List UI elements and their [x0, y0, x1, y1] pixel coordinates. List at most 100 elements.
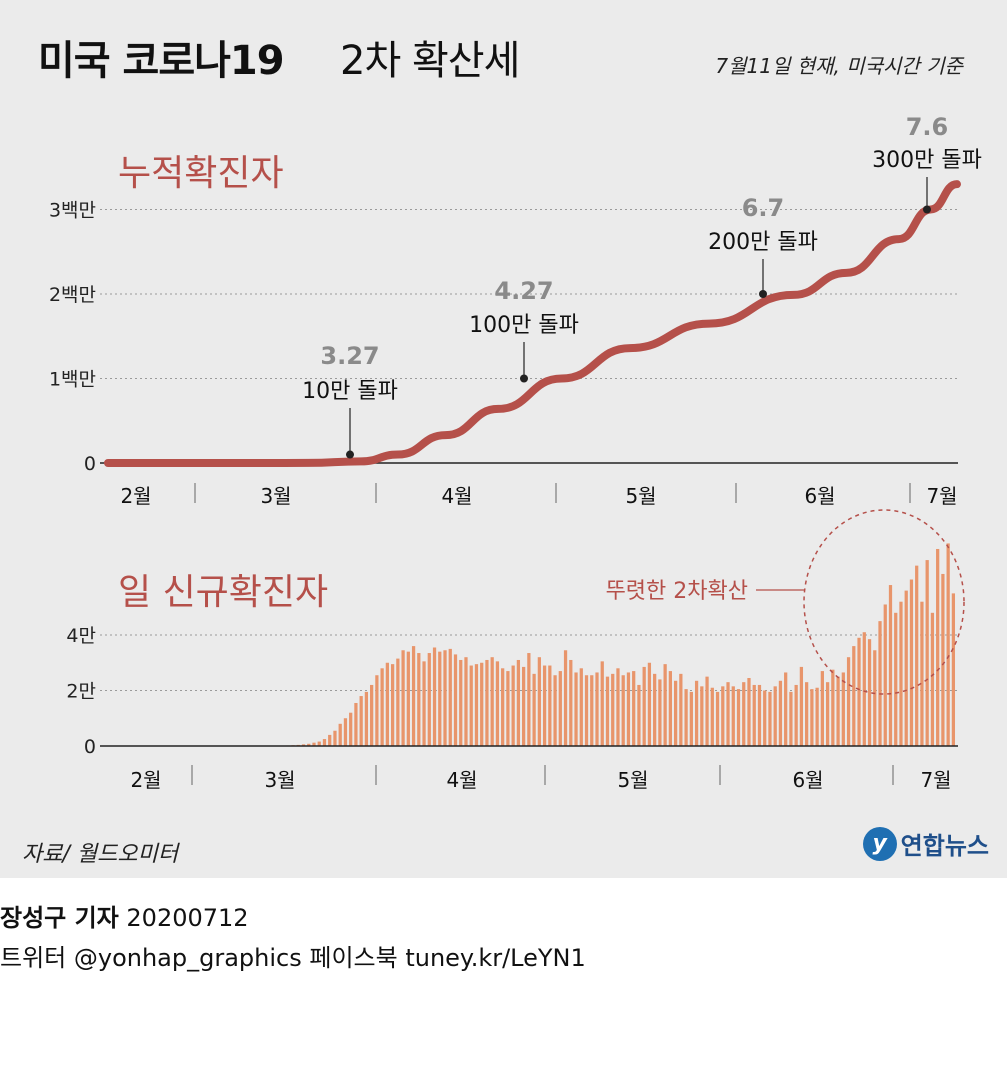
- daily-bar: [867, 639, 872, 746]
- daily-bar: [700, 686, 704, 746]
- annotation-point: [759, 290, 767, 298]
- daily-y-tick-label: 4만: [66, 625, 96, 647]
- date-note: 7월11일 현재, 미국시간 기준: [715, 54, 963, 78]
- daily-bar: [825, 682, 830, 746]
- daily-bar: [941, 573, 945, 746]
- daily-x-tick-label: 2월: [130, 768, 161, 792]
- daily-bar: [621, 675, 625, 746]
- cumulative-y-tick-label: 2백만: [49, 284, 96, 306]
- daily-bar: [464, 657, 468, 746]
- daily-bar: [836, 676, 840, 747]
- daily-bar: [364, 691, 369, 746]
- daily-bar: [794, 684, 798, 746]
- daily-bar: [448, 648, 452, 747]
- daily-y-tick-label: 2만: [66, 681, 96, 703]
- daily-bar: [747, 678, 751, 746]
- daily-bar: [668, 671, 672, 746]
- daily-bar: [632, 671, 636, 746]
- daily-bar: [637, 684, 641, 746]
- daily-bar: [343, 718, 348, 746]
- daily-bar: [501, 668, 505, 746]
- daily-bar: [715, 691, 720, 746]
- annotation-text: 300만 돌파: [872, 148, 982, 173]
- daily-bar: [888, 585, 893, 746]
- daily-bar: [878, 621, 882, 747]
- daily-bar: [390, 664, 395, 746]
- daily-bar: [338, 723, 342, 746]
- daily-bar: [925, 560, 929, 746]
- daily-bar: [763, 690, 767, 746]
- daily-bar: [611, 673, 615, 746]
- annotation-point: [520, 374, 528, 383]
- cumulative-y-ticks: 0 1백만 2백만 3백만: [49, 200, 96, 476]
- daily-bar: [736, 689, 741, 746]
- cumulative-series-line: [104, 180, 961, 468]
- daily-bar: [527, 653, 531, 746]
- source-note: 자료/ 월드오미터: [22, 842, 179, 867]
- daily-bar: [322, 739, 327, 746]
- daily-bar: [317, 741, 321, 746]
- daily-bar: [805, 682, 809, 746]
- daily-bar: [726, 682, 730, 746]
- daily-bar: [768, 691, 772, 746]
- cumulative-x-tick-label: 2월: [120, 484, 151, 508]
- daily-bar: [385, 662, 389, 746]
- cumulative-grid: [100, 209, 958, 379]
- daily-bars: [254, 543, 956, 747]
- daily-bar: [563, 650, 568, 746]
- daily-bar: [857, 637, 861, 746]
- daily-bar: [789, 691, 793, 746]
- cumulative-chart-title: 누적확진자: [118, 153, 284, 194]
- daily-bar: [899, 601, 903, 746]
- annotation-date: 6.7: [742, 194, 785, 222]
- daily-bar: [307, 743, 311, 746]
- daily-bar: [731, 686, 735, 746]
- daily-bar: [506, 671, 510, 746]
- annotation-date: 3.27: [320, 342, 379, 370]
- daily-bar: [354, 702, 358, 746]
- daily-bar: [301, 744, 306, 746]
- daily-bar: [752, 684, 756, 746]
- daily-bar: [642, 666, 646, 746]
- daily-bar: [459, 659, 463, 746]
- daily-bar: [584, 675, 589, 746]
- daily-bar: [784, 672, 788, 746]
- cumulative-x-tick-label: 3월: [260, 484, 291, 508]
- cumulative-y-tick-label: 0: [84, 453, 96, 475]
- daily-bar: [920, 601, 924, 746]
- daily-x-ticks: 2월 3월 4월 5월 6월 7월: [130, 765, 952, 792]
- daily-bar: [522, 666, 526, 746]
- daily-bar: [721, 686, 725, 746]
- daily-bar: [422, 661, 426, 746]
- daily-bar: [427, 653, 431, 746]
- date-code: 20200712: [126, 904, 249, 932]
- daily-bar: [485, 659, 489, 746]
- daily-bar: [432, 647, 437, 746]
- daily-x-tick-label: 3월: [264, 768, 295, 792]
- daily-bar: [757, 684, 762, 746]
- yonhap-logo: y 연합뉴스: [862, 826, 989, 861]
- page-title: 미국 코로나19: [38, 38, 285, 84]
- daily-bar: [815, 687, 819, 746]
- annotation-point: [346, 450, 354, 459]
- daily-bar: [904, 590, 908, 746]
- daily-bar: [862, 632, 866, 746]
- daily-bar: [511, 665, 515, 746]
- daily-bar: [647, 662, 652, 746]
- second-wave-label: 뚜렷한 2차확산: [606, 579, 748, 604]
- daily-bar: [684, 689, 688, 746]
- daily-bar: [710, 687, 714, 746]
- daily-bar: [328, 734, 332, 746]
- daily-bar: [480, 662, 484, 746]
- daily-bar: [742, 682, 746, 746]
- daily-x-tick-label: 4월: [446, 768, 477, 792]
- daily-bar: [558, 671, 562, 746]
- daily-bar: [443, 650, 447, 746]
- cumulative-x-ticks: 2월 3월 4월 5월 6월 7월: [120, 483, 958, 508]
- daily-bar: [946, 543, 950, 746]
- daily-bar: [600, 661, 604, 746]
- covid-charts: 누적확진자 0 1백만 2백만 3백만 2월 3월 4월 5월 6월 7월 3.27 10만 돌파…: [49, 113, 982, 792]
- daily-grid: [100, 634, 958, 691]
- daily-bar: [915, 565, 919, 747]
- daily-bar: [852, 646, 856, 746]
